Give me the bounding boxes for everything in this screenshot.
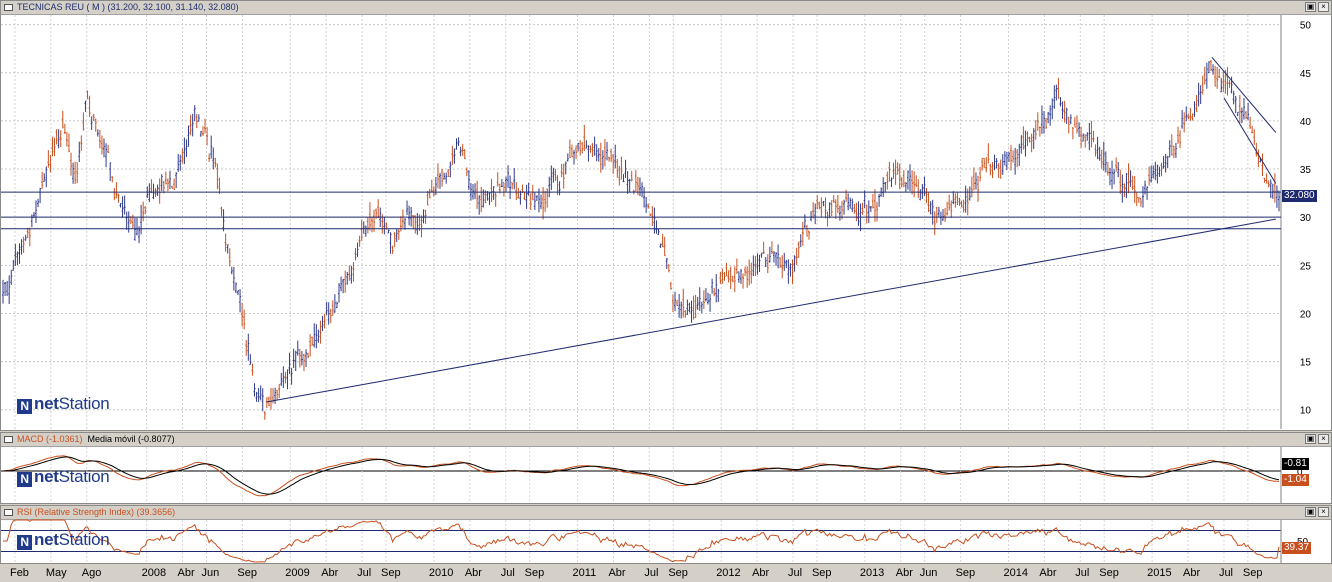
x-tick-label: 2009: [285, 567, 310, 579]
x-tick-label: Abr: [464, 567, 482, 579]
rsi-pane: RSI (Relative Strength Index) (39.3656) …: [0, 505, 1332, 564]
x-tick-label: 2014: [1003, 567, 1028, 579]
x-tick-label: Jun: [919, 567, 938, 579]
brand-prefix: net: [34, 530, 59, 549]
rsi-pane-title: RSI (Relative Strength Index) (39.3656): [17, 507, 176, 517]
brand-prefix: net: [34, 467, 59, 486]
chart-icon: [4, 436, 13, 443]
x-tick-label: Jul: [357, 567, 372, 579]
x-tick-label: 2008: [141, 567, 167, 579]
ohlc-bars: [2, 59, 1280, 420]
y-tick-label: 45: [1300, 69, 1312, 80]
x-tick-label: Sep: [524, 567, 545, 579]
netstation-n-icon: N: [17, 535, 32, 550]
macd-pane-title: MACD (-1.0361) Media móvil (-0.8077): [17, 433, 175, 446]
y-tick-label: 30: [1300, 213, 1312, 224]
x-tick-label: Abr: [608, 567, 626, 579]
chart-icon: [4, 509, 13, 516]
close-button[interactable]: ×: [1318, 507, 1329, 517]
x-tick-label: Sep: [381, 567, 401, 579]
x-tick-label: Jul: [788, 567, 803, 579]
price-pane: TECNICAS REU ( M ) (31.200, 32.100, 31.1…: [0, 0, 1332, 431]
macd-zero-tick: 0: [1297, 467, 1303, 478]
x-tick-label: Jul: [644, 567, 659, 579]
trendline: [266, 218, 1276, 403]
macd-pane: MACD (-1.0361) Media móvil (-0.8077) ▣ ×…: [0, 432, 1332, 504]
x-tick-label: Sep: [237, 567, 257, 579]
x-tick-label: Jun: [201, 567, 220, 579]
maximize-button[interactable]: ▣: [1305, 434, 1316, 444]
close-button[interactable]: ×: [1318, 434, 1329, 444]
y-tick-label: 25: [1300, 261, 1312, 272]
x-tick-label: Abr: [752, 567, 770, 579]
chart-icon: [4, 4, 13, 11]
brand-suffix: Station: [58, 530, 110, 549]
x-tick-label: May: [45, 567, 67, 579]
x-tick-label: Feb: [9, 567, 29, 579]
last-price-label: 32.080: [1282, 190, 1317, 202]
price-pane-title: TECNICAS REU ( M ) (31.200, 32.100, 31.1…: [17, 2, 239, 12]
rsi-line: [3, 519, 1280, 563]
netstation-n-icon: N: [17, 472, 32, 487]
x-tick-label: Sep: [811, 567, 832, 579]
brand-suffix: Station: [58, 394, 110, 413]
trendline: [1223, 97, 1277, 184]
price-pane-header: TECNICAS REU ( M ) (31.200, 32.100, 31.1…: [1, 1, 1331, 15]
x-tick-label: Jul: [1218, 567, 1233, 579]
macd-legend: MACD (-1.0361): [17, 434, 83, 444]
x-tick-label: 2015: [1147, 567, 1172, 579]
x-tick-label: 2011: [572, 567, 597, 579]
signal-legend: Media móvil (-0.8077): [87, 434, 175, 444]
y-tick-label: 50: [1300, 21, 1312, 32]
rsi-chart[interactable]: 50: [1, 506, 1331, 563]
rsi-pane-header: RSI (Relative Strength Index) (39.3656) …: [1, 506, 1331, 520]
price-chart[interactable]: 10 15 20 25 30 35 40 45 50: [1, 1, 1331, 430]
rsi-value-label: 39.37: [1282, 542, 1312, 554]
signal-line: [2, 456, 1280, 495]
x-tick-label: Sep: [955, 567, 976, 579]
x-tick-label: Abr: [895, 567, 913, 579]
y-tick-label: 20: [1300, 309, 1312, 320]
trendline: [1211, 57, 1277, 133]
maximize-button[interactable]: ▣: [1305, 2, 1316, 12]
brand-suffix: Station: [58, 467, 110, 486]
x-axis: Feb May Ago 2008 Abr Jun Sep 2009 Abr Jul Sep 2010 A…: [0, 564, 1332, 582]
x-tick-label: Sep: [668, 567, 688, 579]
x-tick-label: 2010: [428, 567, 454, 579]
x-tick-label: Jul: [500, 567, 515, 579]
x-tick-label: Abr: [321, 567, 339, 579]
close-button[interactable]: ×: [1318, 2, 1329, 12]
y-tick-label: 15: [1300, 358, 1312, 369]
x-tick-label: Abr: [1039, 567, 1057, 579]
y-tick-label: 10: [1300, 406, 1312, 417]
x-tick-label: Jul: [1075, 567, 1090, 579]
macd-pane-header: MACD (-1.0361) Media móvil (-0.8077) ▣ ×: [1, 433, 1331, 447]
signal-value-label: -0.81: [1282, 458, 1309, 470]
x-tick-label: Ago: [81, 567, 102, 579]
macd-line: [2, 455, 1280, 497]
y-tick-label: 40: [1300, 117, 1312, 128]
brand-prefix: net: [34, 394, 59, 413]
macd-chart[interactable]: 0: [1, 433, 1331, 503]
y-tick-label: 35: [1300, 165, 1312, 176]
netstation-n-icon: N: [17, 399, 32, 414]
x-tick-label: 2013: [859, 567, 885, 579]
macd-value-label: -1.04: [1282, 474, 1309, 486]
maximize-button[interactable]: ▣: [1305, 507, 1316, 517]
x-tick-label: Abr: [1183, 567, 1201, 579]
x-tick-label: Sep: [1099, 567, 1119, 579]
x-tick-label: 2012: [716, 567, 741, 579]
x-tick-label: Sep: [1242, 567, 1263, 579]
x-tick-label: Abr: [177, 567, 195, 579]
